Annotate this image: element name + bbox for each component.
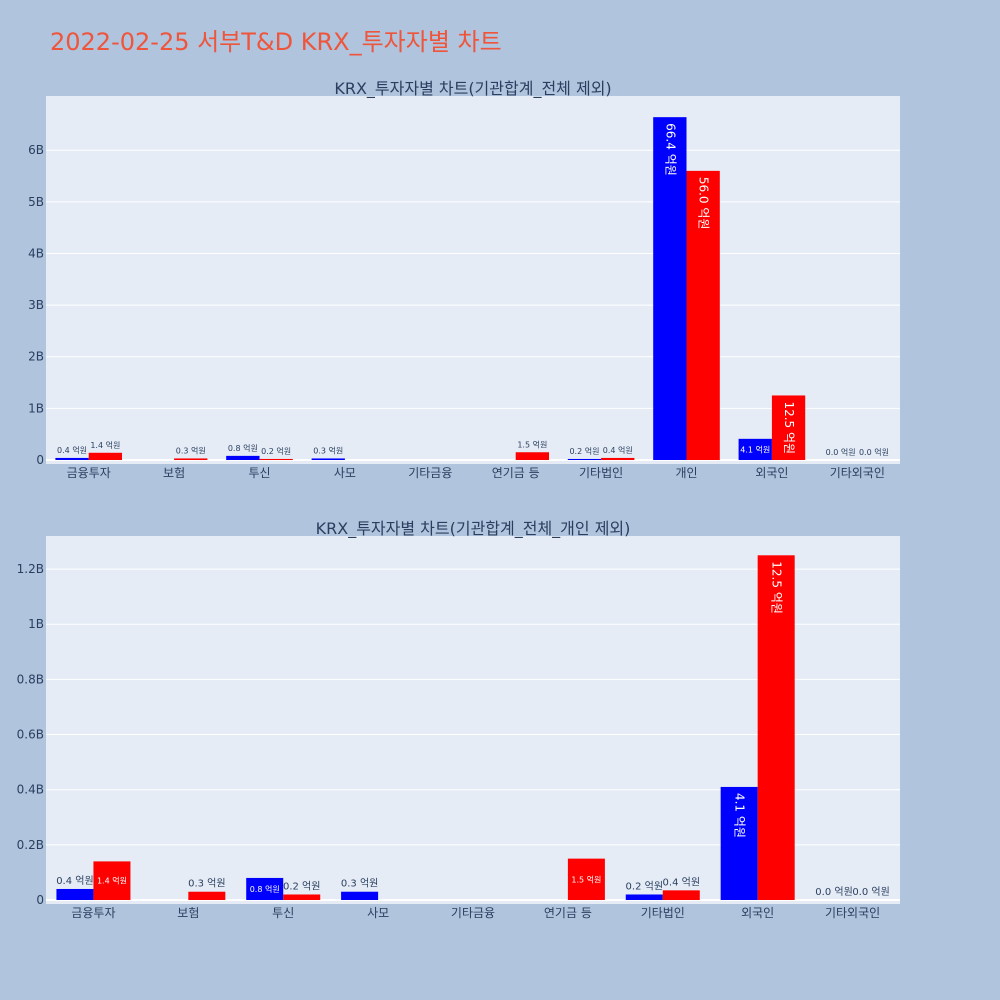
y-tick-label: 0.2B <box>17 838 44 852</box>
x-tick-label: 연기금 등 <box>544 906 592 920</box>
x-tick-label: 보험 <box>177 906 199 920</box>
y-tick-label: 2B <box>28 350 44 364</box>
data-label: 12.5 억원 <box>770 561 784 614</box>
y-tick-label: 0.8B <box>17 672 44 686</box>
data-label: 4.1 억원 <box>733 793 747 838</box>
data-label: 0.3 억원 <box>188 878 225 890</box>
data-label: 0.8 억원 <box>250 884 280 894</box>
data-label: 0.0 억원 <box>859 447 889 457</box>
bar <box>515 452 550 460</box>
x-tick-label: 기타법인 <box>641 906 685 920</box>
data-label: 1.4 억원 <box>97 876 127 886</box>
data-label: 0.2 억원 <box>626 880 663 892</box>
y-tick-label: 1B <box>28 401 44 415</box>
y-tick-label: 0 <box>36 893 44 907</box>
chart-1: 0 1B 2B 3B 4B 5B 6B KRX_투자자별 차트(기관합계_전체 제외) 금융투자… <box>28 79 900 480</box>
bar <box>738 438 772 460</box>
x-tick-label: 투신 <box>248 466 270 480</box>
bar <box>246 877 284 900</box>
bar <box>259 458 293 460</box>
x-tick-label: 금융투자 <box>67 466 111 480</box>
x-tick-label: 외국인 <box>741 906 774 920</box>
bar <box>93 861 131 900</box>
data-label: 1.5 억원 <box>571 874 601 884</box>
bar <box>625 894 663 900</box>
x-tick-label: 기타외국인 <box>830 466 885 480</box>
data-label: 0.3 억원 <box>341 878 378 890</box>
bar <box>720 786 758 900</box>
data-label: 0.3 억원 <box>176 445 206 455</box>
data-label: 0.8 억원 <box>228 443 258 453</box>
x-tick-label: 보험 <box>163 466 185 480</box>
y-tick-label: 0.6B <box>17 728 44 742</box>
bar <box>567 858 605 900</box>
data-label: 0.4 억원 <box>603 445 633 455</box>
bar <box>283 894 321 900</box>
data-label: 12.5 억원 <box>782 401 796 454</box>
y-tick-label: 1.2B <box>17 562 44 576</box>
data-label: 0.2 억원 <box>261 446 291 456</box>
page-title: 2022-02-25 서부T&D KRX_투자자별 차트 <box>50 28 502 56</box>
data-label: 0.4 억원 <box>663 876 700 888</box>
data-label: 4.1 억원 <box>740 444 770 454</box>
x-tick-label: 외국인 <box>755 466 788 480</box>
x-tick-label: 기타금융 <box>408 466 452 480</box>
y-tick-label: 0 <box>36 453 44 467</box>
chart-title: KRX_투자자별 차트(기관합계_전체_개인 제외) <box>316 519 631 539</box>
bar <box>188 891 226 900</box>
chart-2: 0 0.2B 0.4B 0.6B 0.8B 1B 1.2B KRX_투자자별 차트(기관합계_… <box>17 519 900 920</box>
bar <box>311 458 345 460</box>
data-label: 0.4 억원 <box>57 445 87 455</box>
data-label: 1.5 억원 <box>517 439 547 449</box>
chart-title: KRX_투자자별 차트(기관합계_전체 제외) <box>334 79 611 99</box>
bar <box>226 455 260 460</box>
y-tick-label: 1B <box>28 617 44 631</box>
data-label: 0.0 억원 <box>852 886 889 898</box>
data-label: 0.4 억원 <box>56 875 93 887</box>
bar <box>653 117 687 460</box>
bar <box>662 890 700 900</box>
data-label: 0.2 억원 <box>569 446 599 456</box>
data-label: 1.4 억원 <box>90 440 120 450</box>
y-tick-label: 6B <box>28 143 44 157</box>
x-tick-label: 투신 <box>272 906 294 920</box>
x-tick-label: 개인 <box>675 466 697 480</box>
bar <box>174 458 208 460</box>
bar <box>601 457 635 460</box>
bar <box>757 555 795 900</box>
data-label: 66.4 억원 <box>663 123 677 176</box>
bar <box>567 458 602 460</box>
data-label: 56.0 억원 <box>697 177 711 230</box>
y-tick-label: 5B <box>28 195 44 209</box>
bar <box>88 452 123 460</box>
plot-area <box>46 96 900 464</box>
bar <box>55 457 89 460</box>
x-tick-label: 기타외국인 <box>825 906 880 920</box>
bar <box>686 170 720 461</box>
y-tick-label: 3B <box>28 298 44 312</box>
data-label: 0.0 억원 <box>815 886 852 898</box>
y-tick-label: 4B <box>28 246 44 260</box>
bar <box>56 888 94 900</box>
data-label: 0.2 억원 <box>283 880 320 892</box>
bar <box>341 891 379 900</box>
x-tick-label: 연기금 등 <box>492 466 540 480</box>
x-tick-label: 기타법인 <box>579 466 623 480</box>
data-label: 0.0 억원 <box>826 447 856 457</box>
x-tick-label: 금융투자 <box>71 906 115 920</box>
y-tick-label: 0.4B <box>17 783 44 797</box>
bar <box>771 395 806 460</box>
x-tick-label: 사모 <box>367 906 389 920</box>
data-label: 0.3 억원 <box>313 445 343 455</box>
x-tick-label: 기타금융 <box>451 906 495 920</box>
x-tick-label: 사모 <box>334 466 356 480</box>
